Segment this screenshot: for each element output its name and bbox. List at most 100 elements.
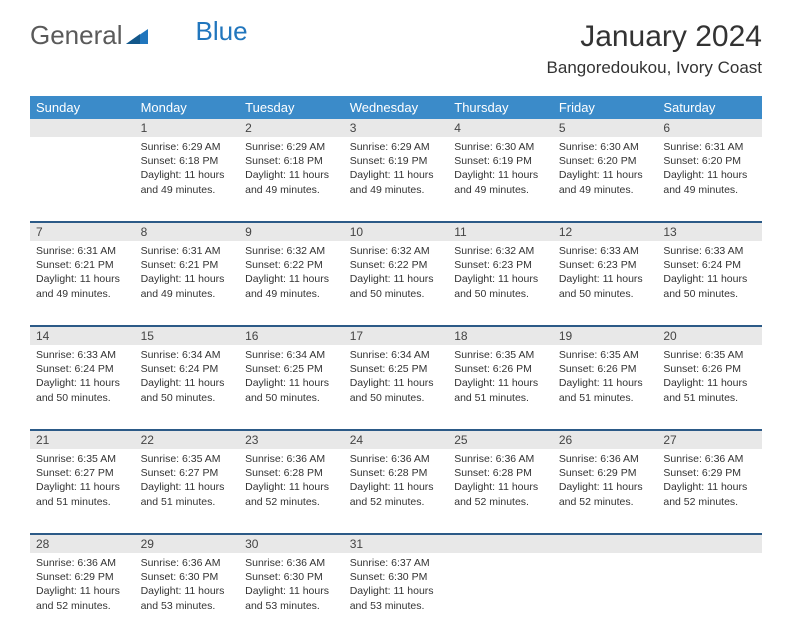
daylight-text: Daylight: 11 hours and 50 minutes. (245, 376, 338, 404)
daylight-text: Daylight: 11 hours and 51 minutes. (559, 376, 652, 404)
daylight-text: Daylight: 11 hours and 49 minutes. (245, 272, 338, 300)
sunrise-text: Sunrise: 6:36 AM (350, 452, 443, 466)
day-content-row: Sunrise: 6:29 AMSunset: 6:18 PMDaylight:… (30, 137, 762, 222)
calendar-body: 123456Sunrise: 6:29 AMSunset: 6:18 PMDay… (30, 119, 762, 638)
day-number-row: 28293031 (30, 534, 762, 553)
sunrise-text: Sunrise: 6:29 AM (141, 140, 234, 154)
day-cell (30, 137, 135, 222)
day-cell: Sunrise: 6:36 AMSunset: 6:29 PMDaylight:… (657, 449, 762, 534)
day-number: 15 (135, 326, 240, 345)
sunrise-text: Sunrise: 6:33 AM (663, 244, 756, 258)
day-cell: Sunrise: 6:37 AMSunset: 6:30 PMDaylight:… (344, 553, 449, 638)
day-cell: Sunrise: 6:35 AMSunset: 6:26 PMDaylight:… (553, 345, 658, 430)
sunset-text: Sunset: 6:27 PM (141, 466, 234, 480)
calendar-table: Sunday Monday Tuesday Wednesday Thursday… (30, 96, 762, 638)
daylight-text: Daylight: 11 hours and 50 minutes. (141, 376, 234, 404)
daylight-text: Daylight: 11 hours and 50 minutes. (350, 272, 443, 300)
day-number: 3 (344, 119, 449, 137)
sunrise-text: Sunrise: 6:35 AM (559, 348, 652, 362)
day-cell: Sunrise: 6:33 AMSunset: 6:23 PMDaylight:… (553, 241, 658, 326)
day-cell: Sunrise: 6:30 AMSunset: 6:20 PMDaylight:… (553, 137, 658, 222)
weekday-header: Sunday (30, 96, 135, 119)
day-number (448, 534, 553, 553)
day-cell (448, 553, 553, 638)
sunset-text: Sunset: 6:30 PM (141, 570, 234, 584)
weekday-header: Monday (135, 96, 240, 119)
daylight-text: Daylight: 11 hours and 49 minutes. (36, 272, 129, 300)
weekday-header: Wednesday (344, 96, 449, 119)
day-cell: Sunrise: 6:36 AMSunset: 6:30 PMDaylight:… (239, 553, 344, 638)
day-cell: Sunrise: 6:31 AMSunset: 6:21 PMDaylight:… (135, 241, 240, 326)
day-number (657, 534, 762, 553)
sunrise-text: Sunrise: 6:36 AM (141, 556, 234, 570)
daylight-text: Daylight: 11 hours and 50 minutes. (350, 376, 443, 404)
sunrise-text: Sunrise: 6:34 AM (141, 348, 234, 362)
sunrise-text: Sunrise: 6:31 AM (141, 244, 234, 258)
daylight-text: Daylight: 11 hours and 49 minutes. (141, 168, 234, 196)
day-number: 24 (344, 430, 449, 449)
day-number: 27 (657, 430, 762, 449)
sunrise-text: Sunrise: 6:32 AM (245, 244, 338, 258)
day-number (30, 119, 135, 137)
daylight-text: Daylight: 11 hours and 53 minutes. (350, 584, 443, 612)
day-cell: Sunrise: 6:32 AMSunset: 6:23 PMDaylight:… (448, 241, 553, 326)
weekday-header: Tuesday (239, 96, 344, 119)
sunset-text: Sunset: 6:29 PM (36, 570, 129, 584)
sunrise-text: Sunrise: 6:31 AM (663, 140, 756, 154)
sunset-text: Sunset: 6:24 PM (141, 362, 234, 376)
day-number: 19 (553, 326, 658, 345)
sunrise-text: Sunrise: 6:35 AM (141, 452, 234, 466)
sunrise-text: Sunrise: 6:37 AM (350, 556, 443, 570)
daylight-text: Daylight: 11 hours and 51 minutes. (454, 376, 547, 404)
daylight-text: Daylight: 11 hours and 49 minutes. (663, 168, 756, 196)
day-number: 23 (239, 430, 344, 449)
day-cell: Sunrise: 6:35 AMSunset: 6:27 PMDaylight:… (135, 449, 240, 534)
day-number: 22 (135, 430, 240, 449)
sunrise-text: Sunrise: 6:29 AM (350, 140, 443, 154)
title-block: January 2024 Bangoredoukou, Ivory Coast (547, 20, 762, 78)
sunrise-text: Sunrise: 6:29 AM (245, 140, 338, 154)
day-number: 31 (344, 534, 449, 553)
sunset-text: Sunset: 6:21 PM (36, 258, 129, 272)
day-cell: Sunrise: 6:33 AMSunset: 6:24 PMDaylight:… (657, 241, 762, 326)
sunset-text: Sunset: 6:23 PM (454, 258, 547, 272)
day-number: 21 (30, 430, 135, 449)
daylight-text: Daylight: 11 hours and 53 minutes. (245, 584, 338, 612)
sunset-text: Sunset: 6:28 PM (350, 466, 443, 480)
sunset-text: Sunset: 6:23 PM (559, 258, 652, 272)
daylight-text: Daylight: 11 hours and 52 minutes. (245, 480, 338, 508)
day-number: 18 (448, 326, 553, 345)
daylight-text: Daylight: 11 hours and 51 minutes. (141, 480, 234, 508)
sunrise-text: Sunrise: 6:35 AM (454, 348, 547, 362)
sunrise-text: Sunrise: 6:36 AM (245, 452, 338, 466)
location: Bangoredoukou, Ivory Coast (547, 58, 762, 78)
sunrise-text: Sunrise: 6:32 AM (350, 244, 443, 258)
day-number: 29 (135, 534, 240, 553)
day-content-row: Sunrise: 6:36 AM Sunset: 6:29 PM Daylight:… (30, 553, 762, 638)
day-number-row: 21222324252627 (30, 430, 762, 449)
day-number: 26 (553, 430, 658, 449)
day-cell: Sunrise: 6:29 AMSunset: 6:18 PMDaylight:… (239, 137, 344, 222)
sunset-text: Sunset: 6:24 PM (663, 258, 756, 272)
day-number: 20 (657, 326, 762, 345)
sunrise-text: Sunrise: 6:30 AM (559, 140, 652, 154)
day-cell: Sunrise: 6:36 AMSunset: 6:28 PMDaylight:… (344, 449, 449, 534)
day-number: 4 (448, 119, 553, 137)
weekday-header: Friday (553, 96, 658, 119)
sunset-text: Sunset: 6:22 PM (245, 258, 338, 272)
day-cell (657, 553, 762, 638)
weekday-header: Thursday (448, 96, 553, 119)
day-number: 11 (448, 222, 553, 241)
daylight-text: Daylight: 11 hours and 52 minutes. (350, 480, 443, 508)
day-number-row: 78910111213 (30, 222, 762, 241)
sunset-text: Sunset: 6:22 PM (350, 258, 443, 272)
day-content-row: Sunrise: 6:35 AMSunset: 6:27 PMDaylight:… (30, 449, 762, 534)
day-number: 1 (135, 119, 240, 137)
day-cell (553, 553, 658, 638)
day-content-row: Sunrise: 6:31 AMSunset: 6:21 PMDaylight:… (30, 241, 762, 326)
day-cell: Sunrise: 6:30 AMSunset: 6:19 PMDaylight:… (448, 137, 553, 222)
day-number: 8 (135, 222, 240, 241)
day-number: 14 (30, 326, 135, 345)
sunset-text: Sunset: 6:19 PM (350, 154, 443, 168)
sunrise-text: Sunrise: 6:31 AM (36, 244, 129, 258)
